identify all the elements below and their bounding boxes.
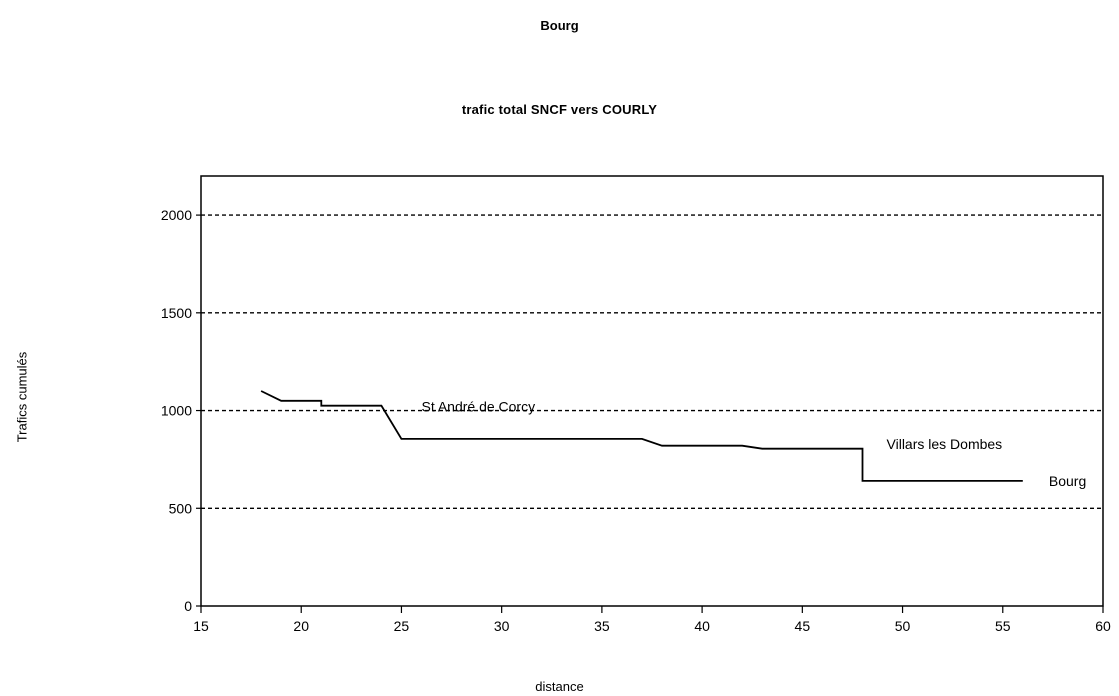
x-tick-label-35: 35: [594, 618, 610, 634]
x-tick-label-60: 60: [1095, 618, 1111, 634]
y-tick-label-0: 0: [184, 598, 192, 614]
annotation-label-2: Bourg: [1049, 473, 1086, 489]
chart-title: trafic total SNCF vers COURLY: [461, 102, 658, 117]
x-tick-label-45: 45: [795, 618, 811, 634]
y-tick-label-1000: 1000: [161, 403, 192, 419]
x-tick-label-50: 50: [895, 618, 911, 634]
x-tick-label-15: 15: [193, 618, 209, 634]
x-tick-label-20: 20: [293, 618, 309, 634]
x-tick-label-55: 55: [995, 618, 1011, 634]
y-tick-label-2000: 2000: [161, 207, 192, 223]
annotation-label-0: St André de Corcy: [421, 399, 535, 415]
y-tick-label-1500: 1500: [161, 305, 192, 321]
x-axis-label: distance: [535, 679, 584, 694]
x-tick-label-25: 25: [394, 618, 410, 634]
series-line-0: [260, 390, 1023, 482]
plot-frame: [200, 175, 1104, 607]
annotation-label-1: Villars les Dombes: [887, 436, 1003, 452]
x-tick-label-30: 30: [494, 618, 510, 634]
y-tick-label-500: 500: [169, 500, 193, 516]
x-tick-label-40: 40: [694, 618, 710, 634]
figure-supertitle: Bourg: [540, 18, 579, 33]
